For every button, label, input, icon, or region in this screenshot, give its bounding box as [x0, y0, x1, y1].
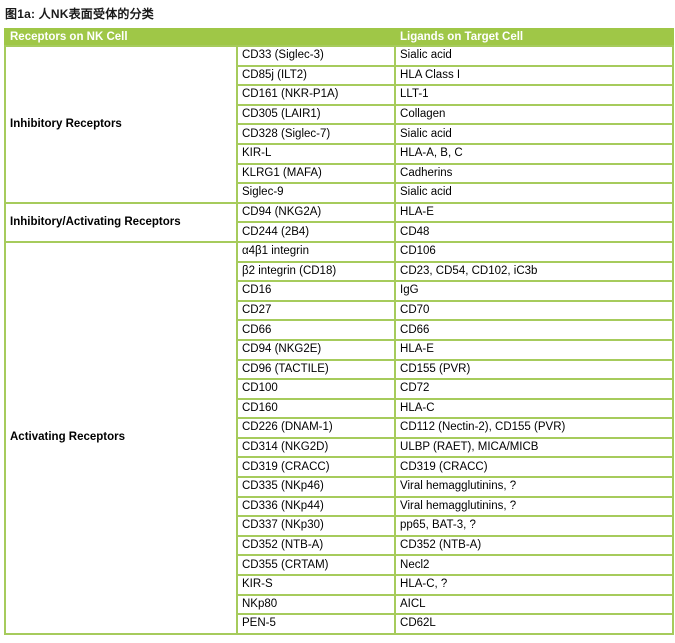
table-row: CD335 (NKp46) Viral hemagglutinins, ?	[5, 476, 675, 498]
ligand-cell: CD155 (PVR)	[394, 358, 675, 381]
ligand-cell: CD70	[394, 299, 675, 322]
ligand-cell: LLT-1	[394, 84, 675, 106]
receptor-cell: Siglec-9	[235, 182, 397, 204]
table-row: Inhibitory/Activating Receptors CD94 (NKG…	[4, 201, 675, 243]
receptor-cell: KLRG1 (MAFA)	[235, 162, 397, 185]
ligand-cell: HLA-C, ?	[394, 574, 675, 596]
table-row: β2 integrin (CD18) CD23, CD54, CD102, iC3…	[5, 260, 675, 283]
receptor-cell: CD335 (NKp46)	[235, 476, 397, 498]
receptor-cell: CD226 (DNAM-1)	[235, 417, 397, 439]
table-row: CD319 (CRACC) CD319 (CRACC)	[5, 456, 675, 479]
table-row: CD244 (2B4) CD48	[5, 221, 675, 243]
receptor-cell: CD314 (NKG2D)	[235, 436, 397, 459]
ligand-cell: HLA-A, B, C	[394, 142, 675, 165]
receptor-cell: CD66	[235, 319, 397, 341]
receptor-cell: CD352 (NTB-A)	[235, 534, 397, 557]
ligand-cell: AICL	[394, 593, 675, 616]
table-row: CD96 (TACTILE) CD155 (PVR)	[5, 358, 675, 381]
figure-title: 图1a: 人NK表面受体的分类	[5, 7, 155, 21]
receptor-cell: CD85j (ILT2)	[235, 64, 397, 87]
receptor-cell: NKp80	[235, 593, 397, 616]
ligand-cell: CD66	[394, 319, 675, 341]
receptor-cell: CD337 (NKp30)	[235, 515, 397, 537]
ligand-cell: pp65, BAT-3, ?	[394, 515, 675, 537]
receptor-cell: KIR-S	[235, 574, 397, 596]
receptor-cell: CD94 (NKG2E)	[235, 338, 397, 361]
table-body: Inhibitory Receptors CD33 (Siglec-3) Siali…	[4, 45, 675, 635]
ligand-cell: CD48	[394, 221, 675, 243]
receptor-cell: CD16	[235, 280, 397, 302]
section-label-cell: Inhibitory Receptors	[4, 45, 238, 204]
section-label-cell: Activating Receptors	[4, 240, 238, 635]
ligand-cell: CD112 (Nectin-2), CD155 (PVR)	[394, 417, 675, 439]
header-receptors-on-nk-cell: Receptors on NK Cell	[3, 28, 397, 47]
table-row: Siglec-9 Sialic acid	[5, 182, 675, 204]
table-row: CD16 IgG	[5, 280, 675, 302]
table-row: CD305 (LAIR1) Collagen	[5, 103, 675, 126]
receptor-cell: KIR-L	[235, 142, 397, 165]
ligand-cell: CD319 (CRACC)	[394, 456, 675, 479]
section-label-cell: Inhibitory/Activating Receptors	[4, 201, 238, 243]
receptor-cell: CD305 (LAIR1)	[235, 103, 397, 126]
receptor-cell: CD100	[235, 378, 397, 400]
ligand-cell: CD72	[394, 378, 675, 400]
table-header-row: Receptors on NK Cell Ligands on Target C…	[3, 28, 675, 47]
ligand-cell: Necl2	[394, 554, 675, 577]
table-row: Inhibitory Receptors CD33 (Siglec-3) Siali…	[4, 45, 675, 204]
receptor-cell: α4β1 integrin	[235, 240, 397, 263]
ligand-cell: Sialic acid	[394, 182, 675, 204]
ligand-cell: Viral hemagglutinins, ?	[394, 476, 675, 498]
receptor-cell: β2 integrin (CD18)	[235, 260, 397, 283]
receptor-ligand-table: Receptors on NK Cell Ligands on Target C…	[3, 28, 675, 635]
ligand-cell: ULBP (RAET), MICA/MICB	[394, 436, 675, 459]
ligand-cell: Cadherins	[394, 162, 675, 185]
table-row: CD85j (ILT2) HLA Class I	[5, 64, 675, 87]
receptor-cell: CD319 (CRACC)	[235, 456, 397, 479]
ligand-cell: HLA Class I	[394, 64, 675, 87]
ligand-cell: Sialic acid	[394, 123, 675, 145]
receptor-cell: CD160	[235, 397, 397, 420]
ligand-cell: HLA-E	[394, 201, 675, 224]
receptor-cell: CD94 (NKG2A)	[235, 201, 397, 224]
ligand-cell: CD62L	[394, 613, 675, 635]
table-row: PEN-5 CD62L	[5, 613, 675, 635]
table-row: Activating Receptors α4β1 integrin CD106	[4, 240, 675, 635]
receptor-cell: CD336 (NKp44)	[235, 495, 397, 518]
ligand-cell: HLA-E	[394, 338, 675, 361]
table-row: KIR-S HLA-C, ?	[5, 574, 675, 596]
receptor-cell: CD27	[235, 299, 397, 322]
receptor-cell: CD96 (TACTILE)	[235, 358, 397, 381]
receptor-cell: CD161 (NKR-P1A)	[235, 84, 397, 106]
receptor-cell: CD33 (Siglec-3)	[235, 45, 397, 67]
ligand-cell: CD106	[394, 240, 675, 263]
ligand-cell: Collagen	[394, 103, 675, 126]
ligand-cell: CD352 (NTB-A)	[394, 534, 675, 557]
ligand-cell: Viral hemagglutinins, ?	[394, 495, 675, 518]
ligand-cell: Sialic acid	[394, 45, 675, 67]
ligand-cell: IgG	[394, 280, 675, 302]
table-row: CD355 (CRTAM) Necl2	[5, 554, 675, 577]
receptor-cell: CD244 (2B4)	[235, 221, 397, 243]
table-row: CD66 CD66	[5, 319, 675, 341]
receptor-cell: PEN-5	[235, 613, 397, 635]
ligand-cell: HLA-C	[394, 397, 675, 420]
ligand-cell: CD23, CD54, CD102, iC3b	[394, 260, 675, 283]
receptor-cell: CD355 (CRTAM)	[235, 554, 397, 577]
receptor-cell: CD328 (Siglec-7)	[235, 123, 397, 145]
table-row: CD314 (NKG2D) ULBP (RAET), MICA/MICB	[5, 436, 675, 459]
header-ligands-on-target-cell: Ligands on Target Cell	[394, 28, 675, 47]
